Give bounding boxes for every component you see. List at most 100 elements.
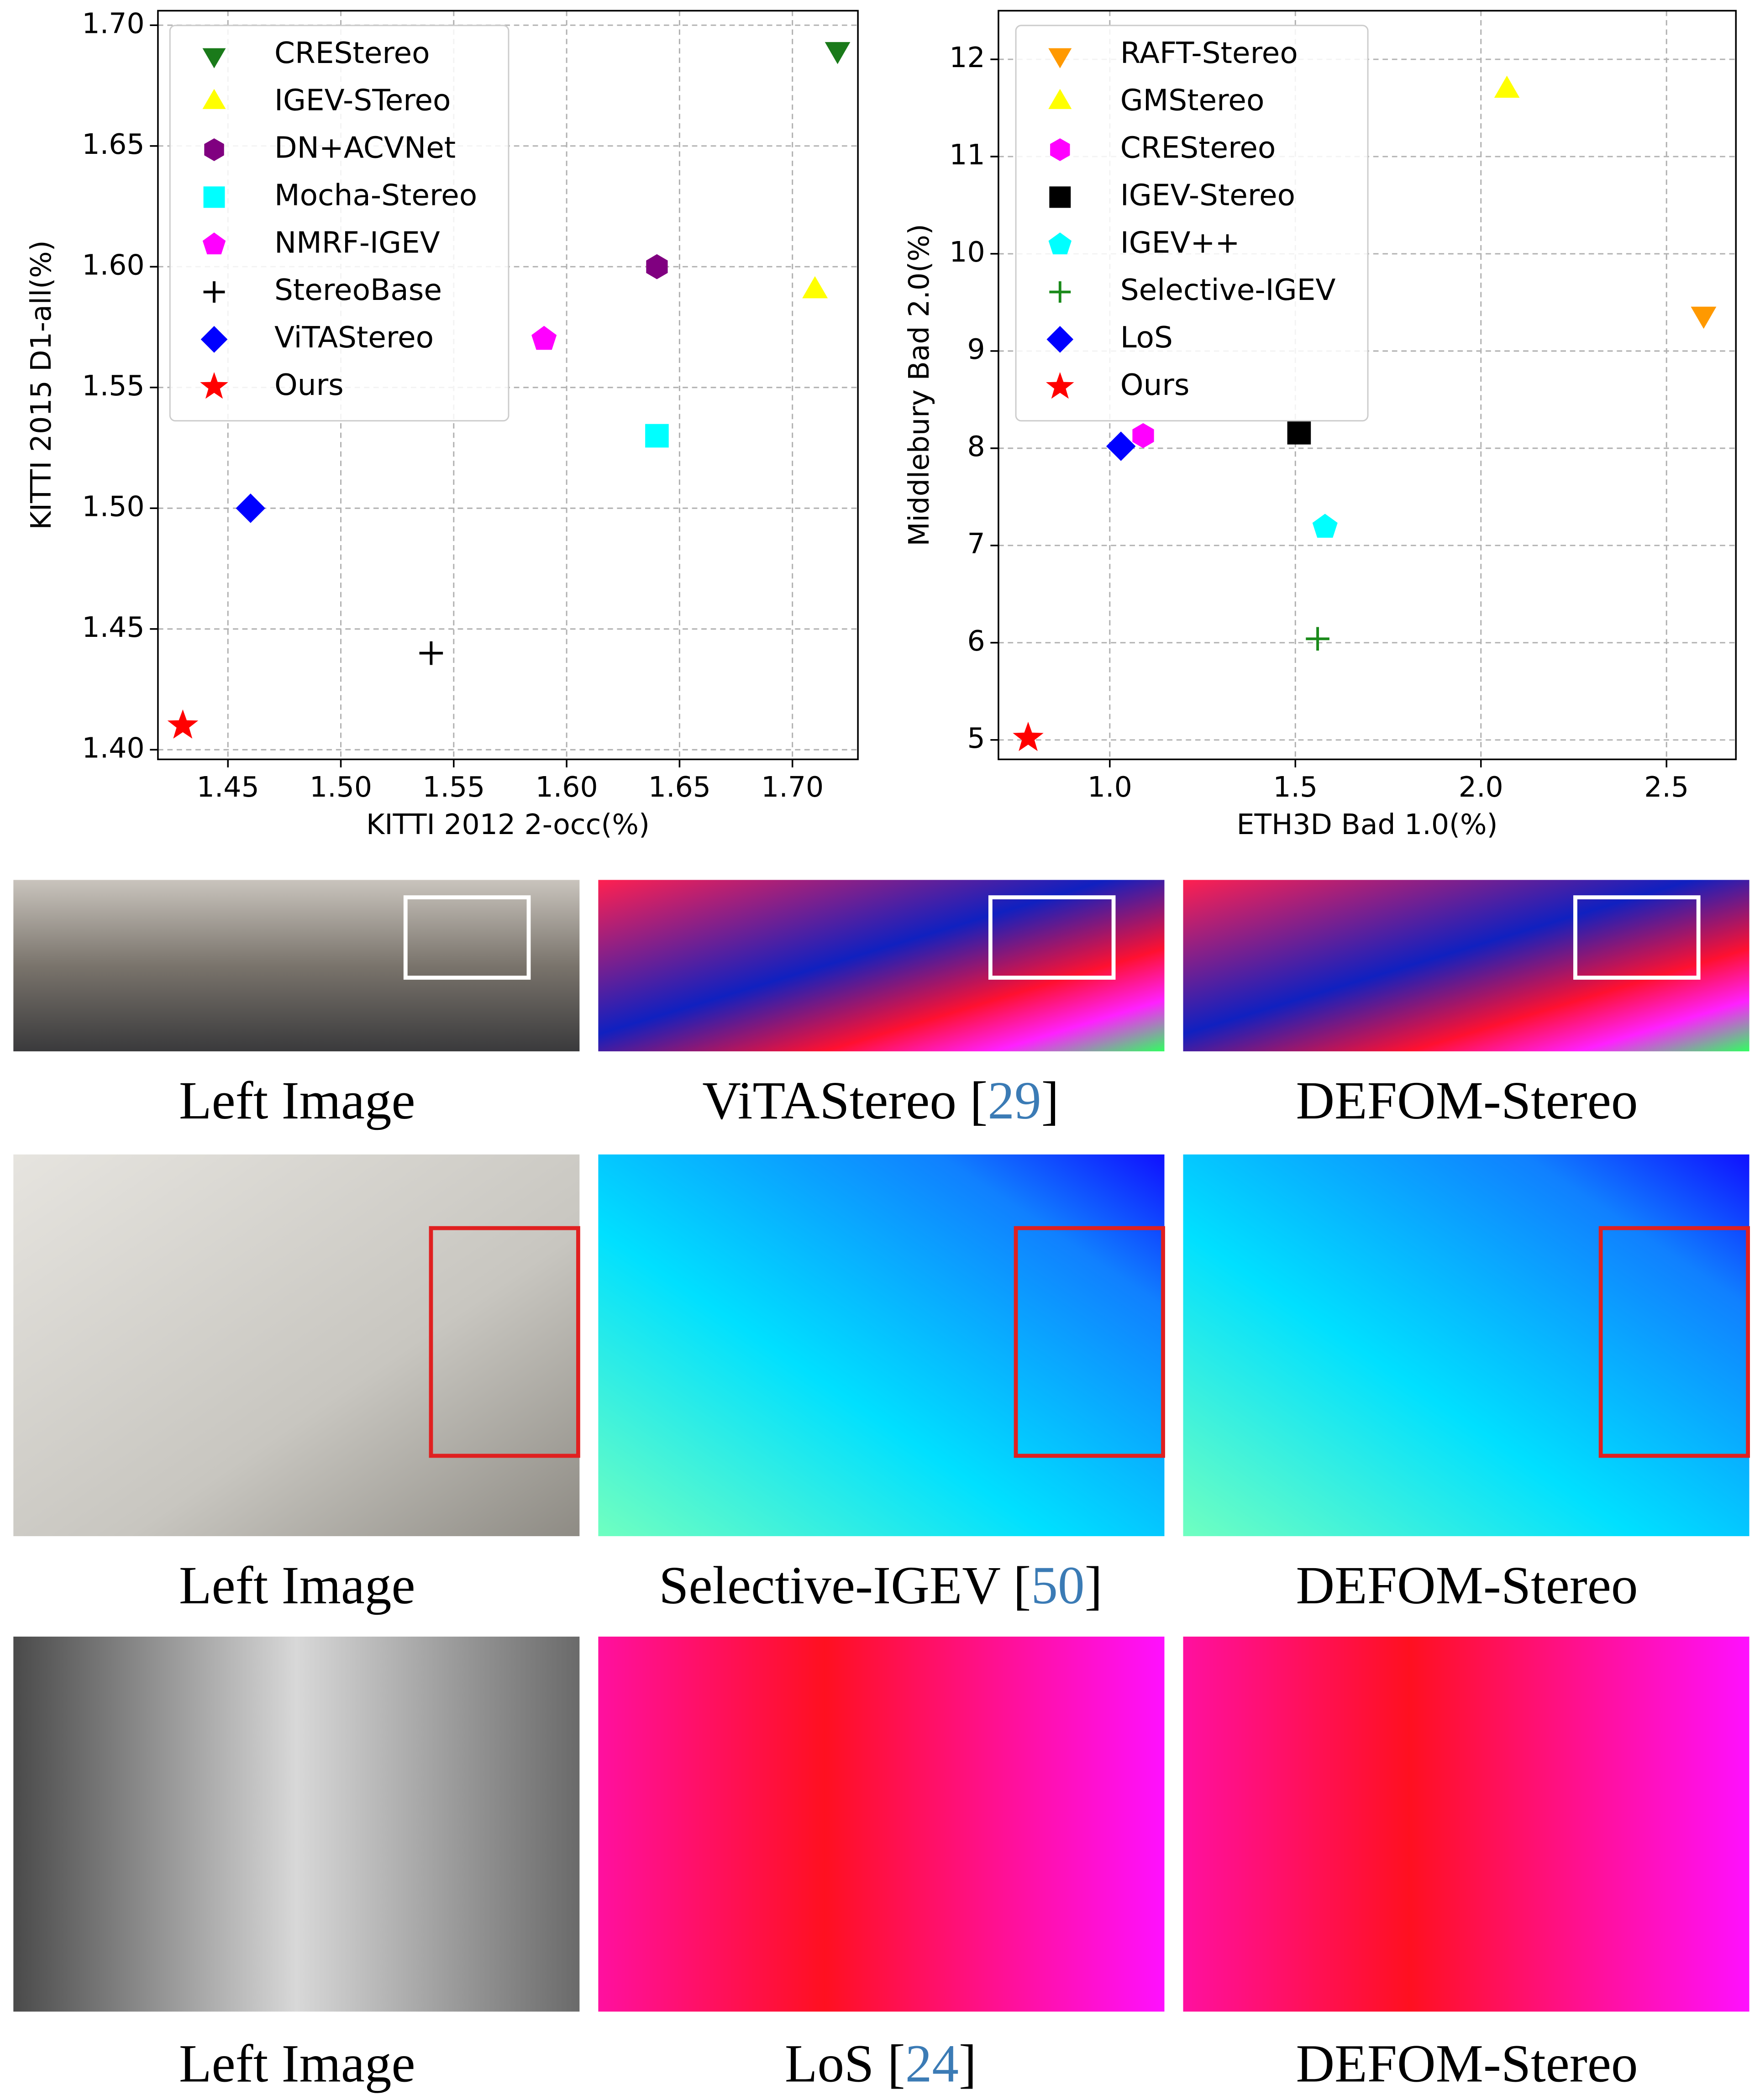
y-tick-label: 8 — [967, 430, 985, 463]
caption: Selective-IGEV [50] — [659, 1556, 1102, 1615]
caption: LoS [24] — [785, 2034, 977, 2093]
legend-label: GMStereo — [1120, 84, 1265, 118]
highlight-box — [988, 895, 1116, 980]
x-tick-label: 2.5 — [1644, 771, 1689, 803]
marker — [202, 232, 226, 255]
plot-frame — [157, 10, 859, 761]
disparity-map — [1183, 1636, 1749, 2012]
x-tick-label: 1.45 — [197, 771, 259, 803]
x-tick-label: 1.65 — [648, 771, 711, 803]
marker — [802, 276, 828, 299]
highlight-box — [403, 895, 531, 980]
y-tick-label: 12 — [949, 41, 985, 74]
photo — [13, 880, 580, 1051]
legend-label: RAFT-Stereo — [1120, 36, 1298, 70]
legend-label: IGEV++ — [1120, 226, 1240, 260]
legend-label: NMRF-IGEV — [274, 226, 440, 260]
caption: Left Image — [179, 2034, 415, 2093]
x-tick-label: 1.5 — [1273, 771, 1318, 803]
caption: DEFOM-Stereo — [1296, 1556, 1638, 1615]
caption: DEFOM-Stereo — [1296, 2034, 1638, 2093]
highlight-box — [1573, 895, 1701, 980]
caption-text: ] — [959, 2034, 977, 2093]
marker — [202, 89, 226, 109]
marker — [200, 372, 228, 399]
legend-label: IGEV-Stereo — [1120, 178, 1295, 212]
citation: 24 — [905, 2034, 959, 2093]
caption-text: ViTAStereo [ — [702, 1071, 988, 1130]
marker — [1048, 232, 1072, 255]
disparity-map — [1183, 1154, 1749, 1536]
marker — [1049, 281, 1071, 303]
disparity-map — [598, 1154, 1165, 1536]
marker — [167, 709, 199, 739]
photo — [13, 1636, 580, 2012]
caption-text: Left Image — [179, 1071, 415, 1130]
caption-text: ] — [1041, 1071, 1059, 1130]
highlight-box — [429, 1226, 580, 1458]
caption-text: LoS [ — [785, 2034, 905, 2093]
caption-text: Left Image — [179, 1556, 415, 1615]
marker — [646, 254, 668, 279]
legend: CREStereo IGEV-STereo DN+ACVNet Mocha-Stere… — [169, 25, 510, 422]
marker — [1494, 75, 1520, 98]
marker — [1306, 627, 1329, 651]
x-tick-label: 2.0 — [1459, 771, 1503, 803]
caption: Left Image — [179, 1556, 415, 1615]
legend-label: Selective-IGEV — [1120, 273, 1336, 307]
caption: Left Image — [179, 1071, 415, 1130]
x-axis-label: ETH3D Bad 1.0(%) — [1237, 808, 1498, 841]
x-axis-label: KITTI 2012 2-occ(%) — [366, 808, 650, 841]
marker — [1312, 514, 1338, 538]
marker — [1287, 420, 1311, 445]
marker — [1691, 306, 1717, 329]
legend-label: IGEV-STereo — [274, 84, 451, 118]
y-tick-label: 10 — [949, 236, 985, 268]
marker — [1048, 48, 1072, 68]
y-tick-label: 1.45 — [82, 611, 145, 644]
marker — [236, 493, 266, 523]
citation: 29 — [988, 1071, 1041, 1130]
caption-text: Left Image — [179, 2034, 415, 2093]
marker — [1048, 89, 1072, 109]
chart: 1.0 1.5 2.0 2.5 5 6 7 8 9 10 11 12 ETH3D Bad 1.0(%) M… — [903, 10, 1737, 841]
caption-text: DEFOM-Stereo — [1296, 1556, 1638, 1615]
marker — [200, 326, 228, 353]
marker — [1046, 372, 1074, 399]
marker — [419, 641, 443, 665]
highlight-box — [1598, 1226, 1750, 1458]
legend-label: ViTAStereo — [274, 320, 434, 355]
image-grid — [13, 880, 1750, 2012]
y-axis-label: KITTI 2015 D1-all(%) — [25, 240, 58, 530]
marker — [203, 186, 225, 208]
chart: 1.45 1.50 1.55 1.60 1.65 1.70 1.40 1.45 1.50 1.55… — [25, 7, 859, 841]
marker — [1049, 186, 1071, 208]
marker — [645, 424, 669, 448]
caption: DEFOM-Stereo — [1296, 1071, 1638, 1130]
caption-text: ] — [1085, 1556, 1103, 1615]
y-tick-label: 1.55 — [82, 369, 145, 402]
caption-text: Selective-IGEV [ — [659, 1556, 1031, 1615]
y-tick-label: 11 — [949, 138, 985, 171]
y-tick-label: 1.50 — [82, 490, 145, 523]
y-tick-label: 5 — [967, 722, 985, 755]
y-tick-label: 1.65 — [82, 128, 145, 161]
y-tick-label: 9 — [967, 333, 985, 366]
x-tick-label: 1.50 — [310, 771, 372, 803]
marker — [1106, 431, 1136, 461]
legend-label: Ours — [1120, 368, 1190, 402]
disparity-map — [1183, 880, 1749, 1051]
y-tick-label: 1.40 — [82, 731, 145, 764]
legend-label: Ours — [274, 368, 344, 402]
y-tick-label: 1.70 — [82, 7, 145, 40]
legend-frame — [1015, 25, 1369, 422]
legend-label: DN+ACVNet — [274, 131, 456, 165]
y-tick-label: 6 — [967, 625, 985, 657]
x-tick-label: 1.55 — [422, 771, 485, 803]
legend-label: StereoBase — [274, 273, 442, 307]
y-tick-label: 1.60 — [82, 248, 145, 281]
x-tick-label: 1.70 — [761, 771, 824, 803]
legend-label: CREStereo — [274, 36, 430, 70]
legend-frame — [169, 25, 510, 422]
